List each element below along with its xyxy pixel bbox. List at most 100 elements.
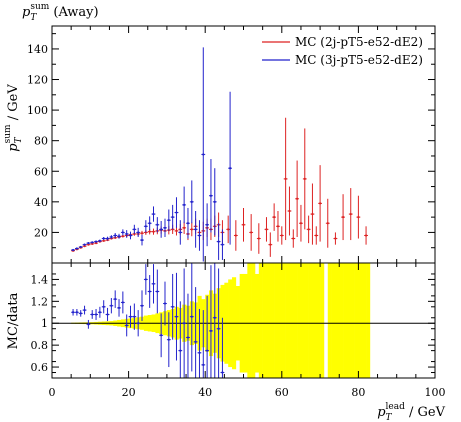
xlabel-tail: / GeV: [405, 405, 446, 420]
band-segment: [358, 263, 363, 378]
red-data-point: [364, 226, 368, 245]
band-segment: [289, 263, 294, 378]
red-data-point: [299, 204, 303, 242]
blue-data-point: [90, 241, 95, 244]
blue-data-point: [140, 234, 144, 246]
red-data-point: [90, 242, 95, 245]
blue-data-point: [186, 207, 190, 239]
ratio-data-point: [113, 290, 118, 308]
ratio-data-point: [143, 264, 148, 295]
band-segment: [297, 263, 302, 378]
blue-data-point: [155, 217, 160, 233]
ratio-data-point: [94, 309, 98, 320]
ratio-data-point: [220, 317, 225, 378]
ratio-data-point: [182, 268, 187, 378]
red-data-point: [82, 245, 87, 248]
band-segment: [304, 263, 309, 378]
red-data-point: [348, 188, 353, 241]
ratio-data-point: [132, 303, 137, 330]
blue-data-point: [124, 230, 129, 238]
blue-data-point: [94, 240, 98, 243]
red-data-point: [264, 217, 269, 242]
ratio-uncertainty-band: [71, 263, 371, 378]
red-data-point: [272, 203, 277, 231]
legend-label-red: MC (2j-pT5-e52-dE2): [295, 35, 423, 49]
band-segment: [262, 263, 267, 378]
ratio-data-point: [109, 298, 114, 314]
red-data-point: [256, 223, 261, 254]
xlabel-sub: T: [386, 413, 393, 422]
red-data-point: [287, 186, 292, 236]
ratio-data-point: [193, 287, 198, 378]
ratio-data-point: [155, 269, 160, 314]
red-data-point: [151, 228, 156, 235]
ratio-data-point: [105, 307, 110, 322]
ratio-data-point: [128, 305, 133, 328]
ratio-y-tick-label: 1.2: [31, 295, 49, 308]
band-segment: [300, 263, 306, 378]
ratio-y-axis-label: MC/data: [6, 292, 21, 349]
ratio-y-tick-label: 0.6: [31, 361, 49, 374]
red-data-point: [310, 183, 315, 245]
red-data-point: [182, 221, 187, 234]
blue-data-point: [86, 242, 91, 245]
x-tick-label: 0: [49, 386, 56, 399]
x-tick-label: 80: [351, 386, 365, 399]
ratio-data-point: [197, 309, 202, 378]
red-data-point: [318, 165, 322, 242]
main-title-sub: T: [30, 13, 37, 23]
blue-data-point: [189, 180, 194, 224]
band-segment: [277, 263, 283, 378]
main-y-axis-label: pTsum / GeV: [3, 84, 24, 152]
x-tick-label: 100: [425, 386, 446, 399]
blue-data-point: [170, 204, 175, 230]
red-data-point: [226, 215, 231, 244]
blue-data-point: [147, 216, 152, 231]
blue-data-point: [151, 206, 156, 222]
ratio-data-point: [90, 310, 95, 319]
blue-data-point: [220, 229, 225, 260]
blue-data-point: [143, 220, 148, 233]
blue-data-point: [132, 224, 137, 234]
main-title-tail: (Away): [49, 5, 98, 20]
ratio-data-point: [209, 265, 213, 378]
main-title: pTsum (Away): [22, 2, 99, 23]
ratio-data-point: [71, 309, 75, 316]
ratio-data-point: [78, 310, 83, 317]
band-segment: [270, 263, 275, 378]
main-y-tick-label: 100: [27, 104, 48, 117]
band-segment: [285, 263, 290, 378]
red-data-point: [241, 207, 246, 242]
blue-data-point: [74, 247, 79, 250]
band-segment: [320, 263, 325, 378]
ratio-data-point: [101, 300, 106, 314]
red-data-point: [291, 229, 296, 248]
ratio-data-point: [97, 306, 102, 318]
red-data-point: [295, 160, 300, 238]
band-segment: [362, 263, 367, 378]
x-tick-label: 60: [275, 386, 289, 399]
band-segment: [339, 263, 344, 378]
ratio-data-point: [140, 290, 144, 322]
main-data-layer: [71, 47, 368, 262]
main-ylabel-tail: / GeV: [6, 84, 21, 125]
blue-data-point: [120, 229, 125, 236]
red-data-point: [276, 211, 280, 242]
band-segment: [343, 263, 348, 378]
ratio-y-ticks: 0.6 0.8 1 1.2 1.4: [31, 273, 435, 374]
main-ylabel-sub: T: [14, 136, 24, 143]
blue-data-point: [78, 245, 83, 249]
blue-data-point: [136, 227, 141, 238]
main-ylabel-sup: sum: [3, 124, 13, 143]
band-segment: [312, 263, 317, 378]
blue-data-point: [159, 220, 164, 238]
band-segment: [350, 263, 355, 378]
band-segment: [281, 263, 286, 378]
main-title-sup: sum: [30, 2, 49, 12]
blue-data-point: [166, 209, 171, 231]
main-title-main: p: [22, 5, 31, 20]
blue-data-point: [113, 233, 118, 238]
red-data-point: [356, 195, 361, 239]
band-segment: [251, 263, 256, 378]
blue-data-point: [228, 91, 232, 245]
